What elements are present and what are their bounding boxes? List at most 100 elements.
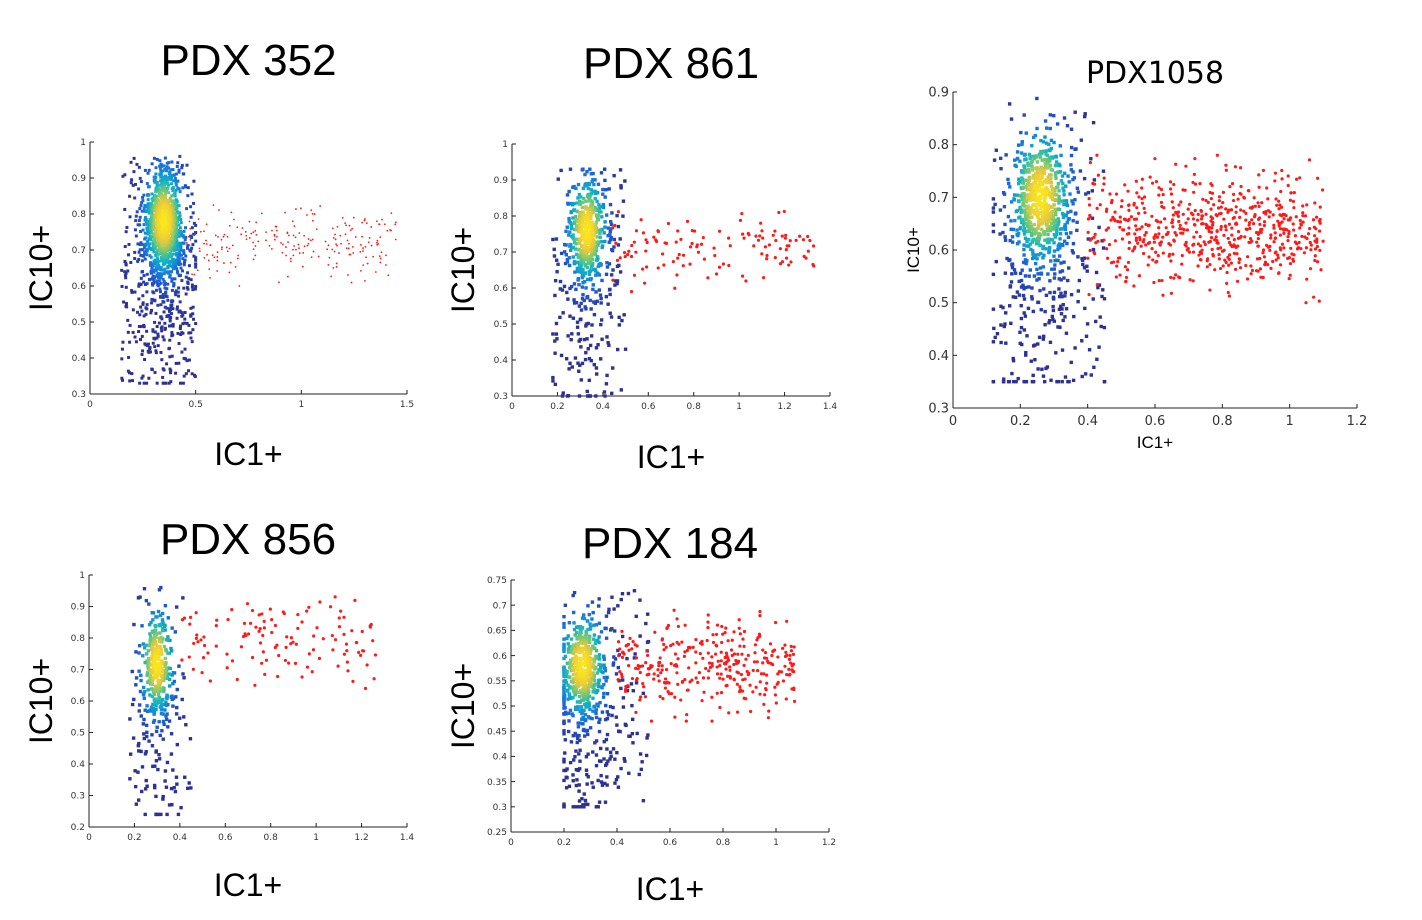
data-point: [161, 678, 166, 683]
data-point: [242, 621, 247, 625]
data-point: [1278, 227, 1283, 231]
data-point: [153, 764, 157, 768]
data-point: [1192, 235, 1196, 239]
data-point: [605, 747, 609, 751]
data-point: [146, 204, 150, 208]
data-point: [1218, 246, 1223, 250]
data-point: [168, 273, 172, 277]
data-point: [1168, 187, 1173, 191]
data-point: [1305, 203, 1309, 207]
data-point: [179, 233, 183, 237]
data-point: [371, 639, 375, 643]
data-point: [182, 263, 186, 267]
data-point: [991, 379, 996, 384]
data-point: [1024, 200, 1029, 204]
data-point: [1234, 267, 1238, 272]
data-point: [137, 749, 141, 753]
data-point: [1138, 238, 1142, 242]
data-point: [1022, 194, 1026, 198]
data-point: [1154, 180, 1159, 184]
data-point: [156, 271, 160, 275]
data-point: [1168, 252, 1172, 256]
x-tick-label: 0.4: [596, 402, 611, 412]
data-point: [611, 747, 616, 751]
data-point: [572, 237, 576, 241]
data-point: [344, 233, 347, 236]
data-point: [177, 204, 181, 208]
data-point: [361, 235, 363, 238]
data-point: [147, 622, 152, 627]
data-point: [141, 722, 146, 726]
data-point: [1232, 238, 1236, 242]
data-point: [1213, 268, 1217, 272]
data-point: [1234, 210, 1238, 214]
data-point: [1169, 291, 1174, 295]
data-point: [1314, 227, 1318, 231]
data-point: [1293, 234, 1298, 238]
data-point: [1059, 153, 1063, 158]
data-point: [305, 665, 310, 669]
data-point: [159, 234, 163, 238]
data-point: [1062, 276, 1066, 280]
data-point: [605, 775, 609, 779]
data-point: [721, 262, 726, 266]
data-point: [164, 381, 168, 385]
data-point: [1187, 250, 1192, 254]
data-point: [187, 323, 191, 327]
data-point: [1032, 255, 1036, 260]
data-point: [634, 614, 638, 619]
data-point: [585, 337, 589, 341]
data-point: [601, 205, 606, 210]
data-point: [601, 187, 605, 192]
data-point: [1198, 182, 1202, 186]
data-point: [1019, 285, 1024, 289]
data-point: [1061, 186, 1065, 190]
data-point: [586, 186, 590, 191]
data-point: [692, 229, 697, 233]
data-point: [176, 186, 180, 190]
data-point: [177, 259, 181, 263]
data-point: [162, 228, 166, 232]
data-point: [297, 243, 300, 246]
data-point: [579, 195, 583, 199]
data-point: [1171, 213, 1175, 217]
data-point: [998, 232, 1002, 236]
data-point: [1062, 260, 1066, 264]
data-point: [1119, 204, 1124, 209]
data-point: [572, 282, 577, 286]
data-point: [178, 190, 182, 194]
data-point: [1009, 227, 1013, 231]
data-point: [1274, 250, 1278, 254]
data-point: [589, 216, 593, 220]
data-point: [622, 313, 626, 317]
data-point: [144, 643, 149, 647]
data-point: [149, 228, 153, 232]
data-point: [590, 617, 594, 621]
data-point: [812, 264, 816, 268]
data-point: [1050, 210, 1054, 215]
data-point: [194, 223, 198, 227]
data-point: [620, 678, 625, 682]
data-point: [788, 239, 792, 243]
data-point: [577, 369, 581, 373]
data-point: [575, 778, 579, 782]
data-point: [255, 233, 258, 236]
data-point: [601, 202, 606, 207]
data-point: [613, 657, 618, 661]
data-point: [597, 759, 602, 763]
data-point: [179, 381, 183, 385]
data-point: [160, 164, 164, 168]
data-point: [1033, 261, 1038, 266]
data-point: [633, 652, 637, 656]
data-point: [244, 230, 247, 233]
data-point: [1178, 223, 1182, 228]
data-point: [662, 263, 666, 267]
data-point: [602, 739, 606, 744]
x-tick-label: 0.8: [687, 402, 702, 412]
data-point: [626, 252, 630, 257]
data-point: [1079, 138, 1084, 142]
data-point: [164, 675, 169, 679]
data-point: [124, 276, 128, 280]
data-point: [1193, 208, 1197, 213]
data-point: [1056, 170, 1060, 174]
